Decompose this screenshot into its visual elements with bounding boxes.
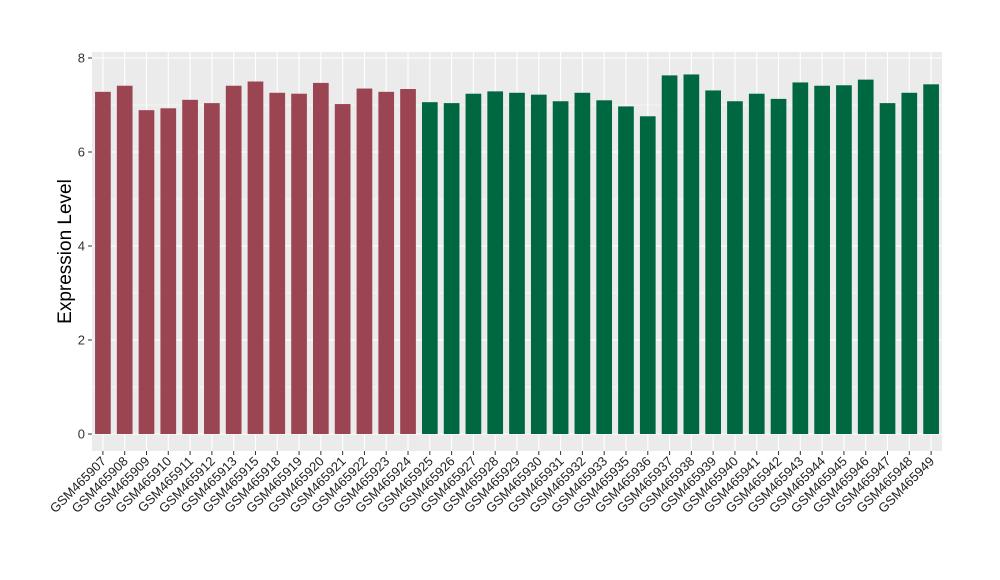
- bar: [378, 91, 395, 434]
- bar: [814, 85, 830, 434]
- bar: [530, 94, 547, 434]
- bar: [879, 103, 896, 435]
- x-axis: GSM465907GSM465908GSM465909GSM465910GSM4…: [47, 451, 937, 516]
- bar: [639, 116, 656, 434]
- bars: [95, 74, 939, 435]
- y-axis: 0 2 4 6 8: [78, 51, 92, 442]
- y-tick-label: 6: [78, 145, 85, 160]
- bar: [400, 89, 416, 435]
- bar: [291, 93, 307, 434]
- bar: [836, 85, 852, 434]
- bar: [487, 91, 504, 435]
- bar: [661, 75, 678, 434]
- bar: [138, 110, 155, 435]
- y-axis-title: Expression Level: [55, 179, 76, 324]
- bar: [313, 82, 329, 434]
- bar: [857, 79, 874, 435]
- bar: [901, 92, 918, 434]
- bar: [683, 74, 700, 434]
- y-tick-label: 0: [78, 427, 85, 442]
- bar: [421, 102, 438, 435]
- y-tick-label: 4: [78, 239, 85, 254]
- bar: [727, 101, 743, 435]
- y-tick-label: 2: [78, 333, 85, 348]
- bar: [618, 106, 634, 434]
- bar: [792, 82, 809, 434]
- bar: [443, 103, 460, 435]
- bar: [596, 100, 613, 435]
- bar: [116, 85, 133, 434]
- bar: [247, 81, 264, 434]
- bar: [356, 88, 373, 435]
- bar: [509, 92, 525, 434]
- bar: [160, 108, 177, 434]
- bar: [182, 99, 198, 434]
- y-tick-label: 8: [78, 51, 85, 66]
- bar: [225, 85, 242, 434]
- bar: [574, 92, 591, 434]
- bar: [552, 101, 569, 435]
- bar: [204, 103, 220, 435]
- bar: [269, 92, 286, 434]
- bar: [465, 93, 482, 434]
- bar: [334, 104, 351, 434]
- bar: [923, 84, 939, 434]
- bar: [705, 90, 721, 435]
- bar: [95, 91, 111, 434]
- bar: [770, 98, 787, 434]
- bar: [748, 93, 765, 434]
